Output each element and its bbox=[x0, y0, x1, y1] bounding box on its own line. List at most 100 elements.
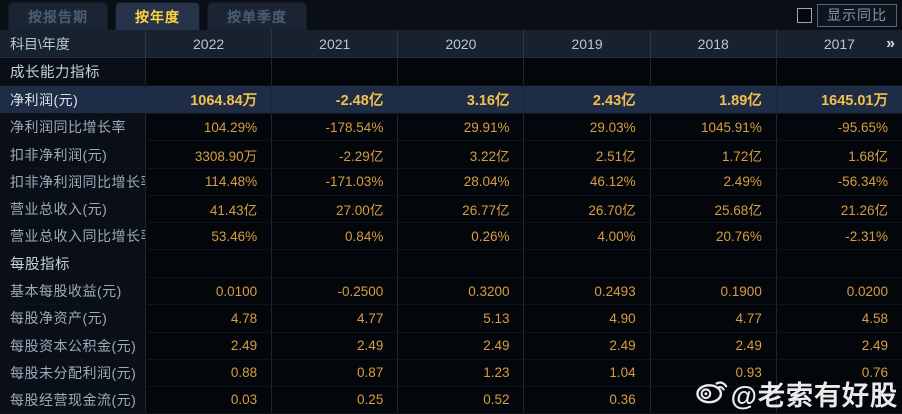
year-label: 2020 bbox=[445, 35, 477, 52]
cell-value: 29.91% bbox=[397, 114, 524, 141]
row-label: 每股经营现金流(元) bbox=[0, 386, 145, 414]
cell-value: 114.48% bbox=[145, 168, 272, 195]
cell-value: -2.48亿 bbox=[271, 86, 398, 114]
cell-value: 20.76% bbox=[649, 222, 776, 250]
cell-value: -95.65% bbox=[775, 114, 902, 141]
row-label: 扣非净利润(元) bbox=[0, 141, 145, 168]
cell-value: 4.90 bbox=[523, 305, 650, 332]
cell-value bbox=[145, 250, 272, 278]
cell-value: 21.26亿 bbox=[775, 195, 902, 222]
row-label: 营业总收入(元) bbox=[0, 195, 145, 222]
tab-by-year[interactable]: 按年度 bbox=[115, 2, 200, 30]
cell-value: 1645.01万 bbox=[775, 86, 902, 114]
cell-value bbox=[145, 58, 272, 86]
cell-value: -2.31% bbox=[775, 222, 902, 250]
table-row[interactable]: 净利润同比增长率 104.29% -178.54% 29.91% 29.03% 1045.… bbox=[0, 114, 902, 142]
year-header-2018: 2018 bbox=[649, 30, 776, 57]
cell-value bbox=[271, 58, 398, 86]
cell-value: 4.78 bbox=[145, 305, 272, 332]
cell-value bbox=[523, 250, 650, 278]
table-row[interactable]: 每股经营现金流(元) 0.03 0.25 0.52 0.36 bbox=[0, 386, 902, 414]
cell-value: 3308.90万 bbox=[145, 141, 272, 168]
table-row[interactable]: 营业总收入(元) 41.43亿 27.00亿 26.77亿 26.70亿 25.68亿 21… bbox=[0, 195, 902, 223]
cell-value bbox=[649, 386, 776, 414]
row-label: 每股指标 bbox=[0, 250, 145, 278]
cell-value: 5.13 bbox=[397, 305, 524, 332]
cell-value: 4.77 bbox=[649, 305, 776, 332]
table-row[interactable]: 基本每股收益(元) 0.0100 -0.2500 0.3200 0.2493 0.1900… bbox=[0, 278, 902, 306]
tab-by-report-period[interactable]: 按报告期 bbox=[8, 2, 108, 30]
cell-value: 1064.84万 bbox=[145, 86, 272, 114]
year-label: 2019 bbox=[571, 35, 603, 52]
cell-value: -0.2500 bbox=[271, 278, 398, 305]
cell-value: 3.22亿 bbox=[397, 141, 524, 168]
cell-value bbox=[397, 58, 524, 86]
row-label: 每股未分配利润(元) bbox=[0, 359, 145, 386]
table-row[interactable]: 营业总收入同比增长率 53.46% 0.84% 0.26% 4.00% 20.76% -2.… bbox=[0, 222, 902, 251]
period-tabbar: 按报告期 按年度 按单季度 显示同比 bbox=[0, 0, 902, 30]
year-header-2019: 2019 bbox=[523, 30, 649, 57]
tab-by-single-quarter[interactable]: 按单季度 bbox=[207, 2, 307, 30]
cell-value: 0.76 bbox=[775, 359, 902, 386]
cell-value: 0.0100 bbox=[145, 278, 272, 305]
cell-value: 2.49 bbox=[523, 332, 650, 359]
cell-value: 2.43亿 bbox=[523, 86, 650, 114]
table-row[interactable]: 扣非净利润同比增长率 114.48% -171.03% 28.04% 46.12% 2.4… bbox=[0, 168, 902, 196]
cell-value: 0.88 bbox=[145, 359, 272, 386]
year-header-2017: 2017 » bbox=[775, 30, 902, 57]
row-label: 基本每股收益(元) bbox=[0, 278, 145, 305]
table-row[interactable]: 每股资本公积金(元) 2.49 2.49 2.49 2.49 2.49 2.49 bbox=[0, 332, 902, 360]
show-yoy-control: 显示同比 bbox=[797, 4, 897, 27]
table-row[interactable]: 每股未分配利润(元) 0.88 0.87 1.23 1.04 0.93 0.76 bbox=[0, 359, 902, 387]
table-row[interactable]: 净利润(元) 1064.84万 -2.48亿 3.16亿 2.43亿 1.89亿 1645.… bbox=[0, 86, 902, 115]
cell-value: 0.3200 bbox=[397, 278, 524, 305]
show-yoy-checkbox[interactable] bbox=[797, 8, 812, 23]
cell-value bbox=[775, 250, 902, 278]
year-label: 2021 bbox=[319, 35, 351, 52]
row-label: 每股净资产(元) bbox=[0, 305, 145, 332]
cell-value: 104.29% bbox=[145, 114, 272, 141]
cell-value: 1.04 bbox=[523, 359, 650, 386]
cell-value: 4.58 bbox=[775, 305, 902, 332]
cell-value bbox=[649, 58, 776, 86]
table-row[interactable]: 扣非净利润(元) 3308.90万 -2.29亿 3.22亿 2.51亿 1.72亿 1.6… bbox=[0, 141, 902, 169]
cell-value: 0.26% bbox=[397, 222, 524, 250]
cell-value: 26.70亿 bbox=[523, 195, 650, 222]
cell-value: 4.77 bbox=[271, 305, 398, 332]
financial-table: 科目\年度 2022 2021 2020 2019 2018 2017 » 成长… bbox=[0, 30, 902, 414]
cell-value: 0.0200 bbox=[775, 278, 902, 305]
cell-value: 1045.91% bbox=[649, 114, 776, 141]
more-years-icon[interactable]: » bbox=[886, 34, 895, 52]
cell-value: 0.36 bbox=[523, 386, 650, 414]
section-row[interactable]: 每股指标 bbox=[0, 250, 902, 279]
table-header-row: 科目\年度 2022 2021 2020 2019 2018 2017 » bbox=[0, 30, 902, 58]
cell-value bbox=[271, 250, 398, 278]
cell-value: 0.84% bbox=[271, 222, 398, 250]
year-label: 2017 bbox=[823, 35, 855, 52]
cell-value: 2.49 bbox=[145, 332, 272, 359]
cell-value: -2.29亿 bbox=[271, 141, 398, 168]
year-label: 2022 bbox=[193, 35, 225, 52]
cell-value: 1.72亿 bbox=[649, 141, 776, 168]
cell-value: 3.16亿 bbox=[397, 86, 524, 114]
cell-value: 0.93 bbox=[649, 359, 776, 386]
show-yoy-label[interactable]: 显示同比 bbox=[817, 4, 897, 27]
cell-value: 4.00% bbox=[523, 222, 650, 250]
cell-value: 46.12% bbox=[523, 168, 650, 195]
cell-value: 25.68亿 bbox=[649, 195, 776, 222]
table-row[interactable]: 每股净资产(元) 4.78 4.77 5.13 4.90 4.77 4.58 bbox=[0, 305, 902, 333]
row-label: 净利润(元) bbox=[0, 86, 145, 114]
section-row[interactable]: 成长能力指标 bbox=[0, 58, 902, 87]
year-header-2022: 2022 bbox=[145, 30, 271, 57]
cell-value: 26.77亿 bbox=[397, 195, 524, 222]
cell-value: 27.00亿 bbox=[271, 195, 398, 222]
cell-value: 28.04% bbox=[397, 168, 524, 195]
cell-value: 1.89亿 bbox=[649, 86, 776, 114]
cell-value: 0.25 bbox=[271, 386, 398, 414]
cell-value: 0.87 bbox=[271, 359, 398, 386]
cell-value bbox=[775, 58, 902, 86]
cell-value: 2.49% bbox=[649, 168, 776, 195]
cell-value: 41.43亿 bbox=[145, 195, 272, 222]
cell-value: 2.49 bbox=[397, 332, 524, 359]
cell-value: 1.23 bbox=[397, 359, 524, 386]
